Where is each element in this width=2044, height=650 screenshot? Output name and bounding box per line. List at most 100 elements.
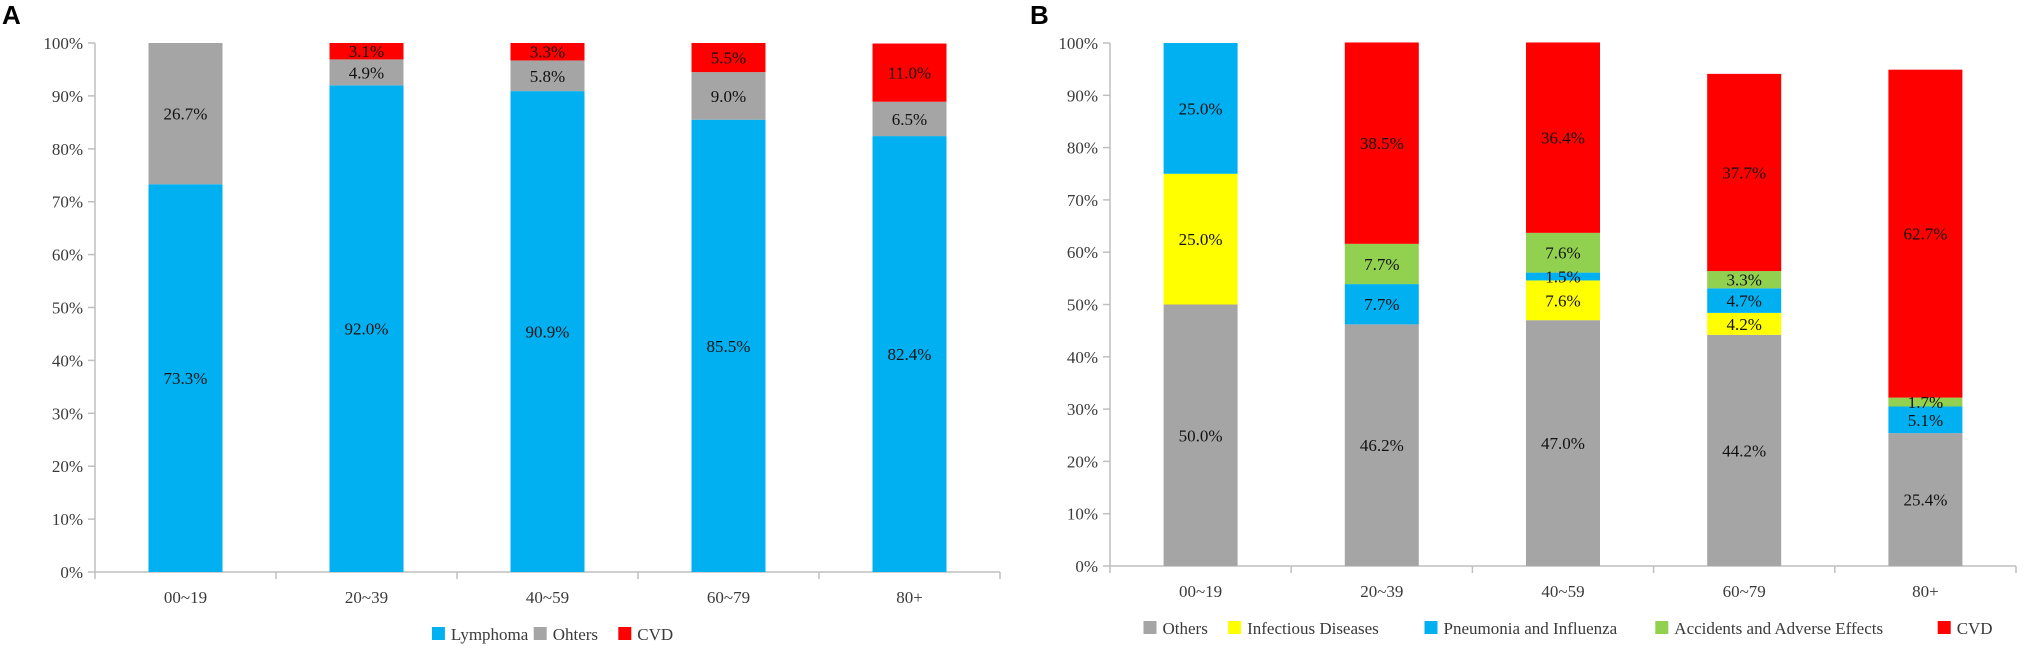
- data-label: 38.5%: [1360, 134, 1404, 153]
- data-label: 5.8%: [530, 67, 565, 86]
- data-label: 7.6%: [1545, 244, 1580, 263]
- y-tick-label: 100%: [43, 34, 83, 53]
- bar-segment: [872, 43, 947, 102]
- legend-label: Others: [1163, 619, 1208, 638]
- y-tick-label: 30%: [52, 404, 83, 423]
- data-label: 6.5%: [892, 110, 927, 129]
- bar-segment: [1707, 271, 1782, 289]
- bar-segment: [1344, 42, 1419, 244]
- bar-segment: [691, 43, 766, 73]
- legend-label: Pneumonia and Influenza: [1444, 619, 1618, 638]
- data-label: 36.4%: [1541, 129, 1585, 148]
- x-tick-label: 20~39: [1360, 582, 1403, 601]
- x-tick-label: 20~39: [345, 588, 388, 607]
- bar-segment: [329, 43, 404, 60]
- y-tick-label: 10%: [52, 510, 83, 529]
- data-label: 25.0%: [1179, 230, 1223, 249]
- bar-segment: [148, 43, 223, 185]
- data-label: 4.7%: [1726, 292, 1761, 311]
- bar-segment: [1707, 288, 1782, 313]
- x-tick-label: 40~59: [1541, 582, 1584, 601]
- legend-label: Accidents and Adverse Effects: [1674, 619, 1883, 638]
- y-tick-label: 0%: [1075, 557, 1098, 576]
- y-tick-label: 10%: [1067, 505, 1098, 524]
- y-tick-label: 80%: [1067, 139, 1098, 158]
- y-tick-label: 50%: [1067, 296, 1098, 315]
- bar-segment: [1707, 334, 1782, 566]
- y-tick-label: 20%: [52, 457, 83, 476]
- data-label: 46.2%: [1360, 436, 1404, 455]
- legend-swatch: [1228, 621, 1242, 634]
- legend-swatch: [533, 627, 547, 640]
- bar-segment: [1526, 42, 1600, 233]
- y-tick-label: 100%: [1058, 34, 1098, 53]
- bar-segment: [691, 72, 766, 120]
- data-label: 90.9%: [526, 323, 570, 342]
- bar-segment: [691, 119, 766, 572]
- legend-label: Ohters: [553, 625, 598, 644]
- data-label: 82.4%: [888, 345, 932, 364]
- data-label: 26.7%: [164, 105, 208, 124]
- data-label: 85.5%: [707, 337, 751, 356]
- data-label: 5.1%: [1908, 411, 1943, 430]
- bar-segment: [510, 91, 585, 572]
- legend-swatch: [1143, 621, 1157, 634]
- y-tick-label: 50%: [52, 299, 83, 318]
- bar-segment: [1888, 406, 1963, 434]
- bar-segment: [510, 43, 585, 61]
- legend-swatch: [431, 627, 445, 640]
- legend-swatch: [1655, 621, 1669, 634]
- panel-letter-a: A: [2, 0, 21, 30]
- data-label: 92.0%: [345, 320, 389, 339]
- bar-segment: [329, 85, 404, 572]
- bar-segment: [1707, 73, 1782, 272]
- data-label: 11.0%: [888, 64, 931, 83]
- bar-segment: [148, 184, 223, 573]
- legend-swatch: [1937, 621, 1951, 634]
- chart-a: 0% 10% 20% 30% 40% 50% 60% 70% 80% 90% 100% 00~19 20…: [43, 34, 1001, 644]
- bar-segment: [1163, 173, 1238, 305]
- bar-segment: [1888, 69, 1963, 398]
- data-label: 3.3%: [530, 43, 565, 62]
- bar-segment: [1526, 320, 1600, 566]
- y-tick-label: 40%: [52, 351, 83, 370]
- data-label: 37.7%: [1722, 163, 1766, 182]
- data-label: 7.7%: [1364, 295, 1399, 314]
- data-label: 25.0%: [1179, 99, 1223, 118]
- bar-segment: [1344, 243, 1419, 285]
- y-tick-label: 0%: [60, 563, 83, 582]
- data-label: 3.3%: [1726, 271, 1761, 290]
- data-label: 9.0%: [711, 87, 746, 106]
- y-tick-label: 70%: [1067, 191, 1098, 210]
- data-label: 5.5%: [711, 49, 746, 68]
- bar-segment: [1526, 272, 1600, 281]
- y-tick-label: 40%: [1067, 348, 1098, 367]
- bar-segment: [1163, 43, 1238, 174]
- legend-swatch: [618, 627, 632, 640]
- data-label: 1.5%: [1545, 268, 1580, 287]
- x-tick-label: 40~59: [526, 588, 569, 607]
- bar-segment: [872, 136, 947, 572]
- x-tick-label: 00~19: [164, 588, 207, 607]
- y-tick-label: 80%: [52, 140, 83, 159]
- bar-segment: [1344, 284, 1419, 325]
- legend-label: CVD: [637, 625, 673, 644]
- bar-segment: [329, 59, 404, 86]
- y-tick-label: 90%: [1067, 86, 1098, 105]
- bar-segment: [872, 101, 947, 137]
- bar-segment: [510, 60, 585, 92]
- data-label: 3.1%: [349, 42, 384, 61]
- bar-segment: [1888, 397, 1963, 407]
- x-tick-label: 80+: [896, 588, 923, 607]
- y-tick-label: 70%: [52, 193, 83, 212]
- y-tick-label: 90%: [52, 87, 83, 106]
- y-tick-label: 30%: [1067, 400, 1098, 419]
- legend-label: CVD: [1957, 619, 1993, 638]
- data-label: 25.4%: [1903, 491, 1947, 510]
- bar-segment: [1888, 433, 1963, 566]
- bar-segment: [1163, 304, 1238, 566]
- legend-label: Infectious Diseases: [1247, 619, 1379, 638]
- legend-label: Lymphoma: [451, 625, 529, 644]
- y-tick-label: 20%: [1067, 452, 1098, 471]
